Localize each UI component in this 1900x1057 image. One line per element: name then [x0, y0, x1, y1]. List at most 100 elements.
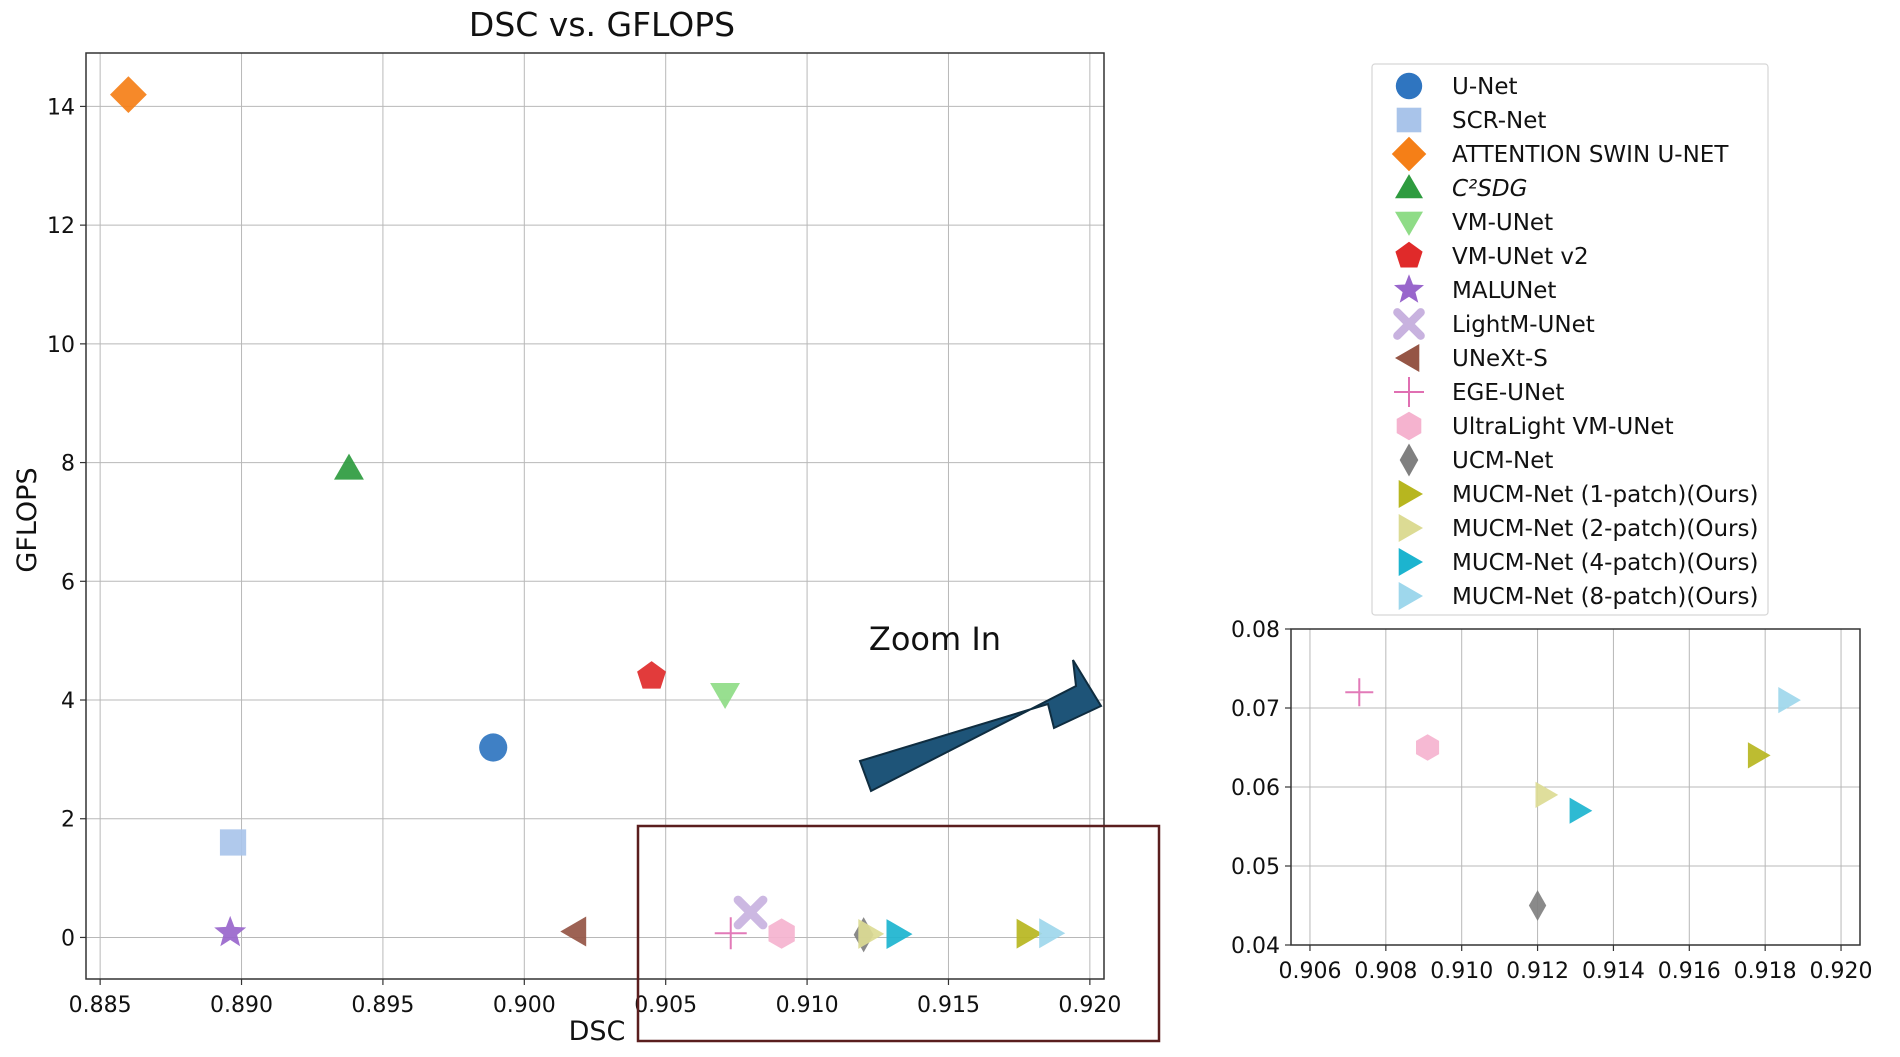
main-y-tick-label: 0: [61, 926, 75, 951]
zoom-x-tick-label: 0.914: [1582, 959, 1645, 984]
legend-item-u-net: U-Net: [1395, 72, 1518, 100]
legend-item-unext-s: UNeXt-S: [1395, 344, 1548, 372]
zoom-arrow: [858, 659, 1103, 793]
main-point-vm-unet: [710, 683, 740, 709]
main-x-tick-label: 0.890: [210, 993, 273, 1018]
legend-label: U-Net: [1452, 74, 1518, 100]
zoom-in-annotation: Zoom In: [869, 620, 1001, 658]
legend-label: EGE-UNet: [1452, 380, 1564, 406]
legend-label: MALUNet: [1452, 278, 1556, 304]
legend-label: C²SDG: [1452, 176, 1527, 202]
zoom-x-tick-label: 0.908: [1354, 959, 1417, 984]
zoom-point-ege-unet: [1345, 678, 1374, 707]
zoom-x-tick-label: 0.920: [1810, 959, 1873, 984]
main-point-scr-net: [219, 829, 247, 856]
legend-item-c-sdg: C²SDG: [1395, 174, 1527, 202]
legend-label: UCM-Net: [1452, 448, 1553, 474]
main-y-tick-label: 2: [61, 808, 75, 833]
main-x-axis-label: DSC: [569, 1016, 626, 1047]
main-data-points: [110, 76, 1066, 953]
zoom-gridlines: [1291, 628, 1860, 946]
main-point-ege-unet: [714, 917, 747, 950]
zoom-data-points: [1345, 678, 1801, 921]
main-point-attention-swin-u-net: [110, 76, 147, 113]
main-chart: DSC vs. GFLOPS 0.885 0.890 0.895 0.900 0.905…: [12, 5, 1121, 1047]
zoom-x-tick-label: 0.910: [1430, 959, 1493, 984]
main-y-tick-label: 6: [61, 570, 75, 595]
main-y-tick-label: 14: [47, 95, 75, 120]
legend-label: ATTENTION SWIN U-NET: [1452, 142, 1729, 168]
legend-label: MUCM-Net (4-patch)(Ours): [1452, 550, 1758, 576]
legend-marker-ege-unet: [1394, 377, 1424, 407]
main-y-tick-label: 12: [47, 214, 75, 239]
main-x-tick-label: 0.915: [917, 993, 980, 1018]
main-point-mucm-net-8-patch-ours: [1039, 918, 1066, 949]
main-x-tick-label: 0.895: [351, 993, 414, 1018]
main-point-u-net: [479, 733, 508, 762]
main-y-tick-label: 10: [47, 333, 75, 358]
zoom-point-mucm-net-1-patch-ours: [1747, 742, 1771, 769]
legend-label: MUCM-Net (1-patch)(Ours): [1452, 482, 1758, 508]
legend-marker-scr-net: [1396, 107, 1422, 133]
legend-item-attention-swin-u-net: ATTENTION SWIN U-NET: [1391, 136, 1729, 172]
legend-marker-vm-unet: [1395, 211, 1423, 236]
main-point-unext-s: [560, 916, 587, 947]
legend-item-mucm-net-1-patch-ours: MUCM-Net (1-patch)(Ours): [1398, 480, 1758, 508]
legend-label: VM-UNet v2: [1452, 244, 1589, 270]
main-plot-frame: [85, 52, 1105, 980]
legend-label: LightM-UNet: [1452, 312, 1595, 338]
zoom-y-tick-label: 0.07: [1231, 697, 1280, 722]
legend-item-mucm-net-4-patch-ours: MUCM-Net (4-patch)(Ours): [1398, 548, 1758, 576]
legend-marker-lightm-unet: [1393, 308, 1425, 340]
legend-item-mucm-net-8-patch-ours: MUCM-Net (8-patch)(Ours): [1398, 582, 1758, 610]
legend-marker-vm-unet-v2: [1395, 241, 1423, 268]
main-point-mucm-net-1-patch-ours: [1016, 918, 1043, 949]
zoom-y-tick-label: 0.04: [1231, 934, 1280, 959]
legend-label: UNeXt-S: [1452, 346, 1548, 372]
zoom-point-ucm-net: [1528, 890, 1547, 921]
legend-item-vm-unet-v2: VM-UNet v2: [1395, 241, 1589, 270]
main-y-axis-label: GFLOPS: [12, 467, 43, 572]
zoom-x-tick-label: 0.906: [1278, 959, 1341, 984]
main-point-lightm-unet: [733, 895, 768, 930]
legend-item-vm-unet: VM-UNet: [1395, 210, 1553, 236]
legend-item-ucm-net: UCM-Net: [1399, 443, 1553, 477]
legend-item-scr-net: SCR-Net: [1396, 107, 1546, 134]
main-point-c-sdg: [334, 453, 364, 480]
zoom-x-tick-label: 0.912: [1506, 959, 1569, 984]
zoom-point-ultralight-vm-unet: [1416, 734, 1440, 761]
main-point-ultralight-vm-unet: [768, 918, 795, 949]
main-y-tick-label: 8: [61, 452, 75, 477]
main-gridlines: [86, 53, 1104, 979]
main-point-mucm-net-4-patch-ours: [886, 919, 913, 949]
main-x-tick-label: 0.900: [493, 993, 556, 1018]
legend-label: UltraLight VM-UNet: [1452, 414, 1674, 440]
legend-marker-mucm-net-1-patch-ours: [1398, 480, 1423, 508]
legend-marker-u-net: [1395, 72, 1423, 100]
main-chart-title: DSC vs. GFLOPS: [469, 5, 735, 44]
main-x-tick-label: 0.920: [1058, 993, 1121, 1018]
legend-marker-ultralight-vm-unet: [1396, 411, 1422, 441]
legend-marker-mucm-net-2-patch-ours: [1398, 514, 1423, 542]
zoom-x-tick-labels: 0.906 0.908 0.910 0.912 0.914 0.916 0.918 0.920: [1278, 945, 1873, 984]
legend-label: MUCM-Net (2-patch)(Ours): [1452, 516, 1758, 542]
zoom-point-mucm-net-4-patch-ours: [1569, 797, 1593, 824]
main-point-mucm-net-2-patch-ours: [858, 919, 885, 949]
zoom-x-tick-label: 0.918: [1734, 959, 1797, 984]
legend-marker-c-sdg: [1395, 174, 1423, 199]
legend-marker-malunet: [1394, 274, 1424, 303]
legend-marker-mucm-net-4-patch-ours: [1398, 548, 1423, 576]
main-point-vm-unet-v2: [637, 661, 666, 689]
zoom-region-box: [636, 824, 1161, 1043]
zoom-y-tick-label: 0.05: [1231, 855, 1280, 880]
zoom-point-mucm-net-2-patch-ours: [1535, 781, 1559, 808]
zoom-chart: 0.906 0.908 0.910 0.912 0.914 0.916 0.918 0.920…: [1231, 618, 1873, 984]
zoom-x-tick-label: 0.916: [1658, 959, 1721, 984]
legend-marker-attention-swin-u-net: [1391, 136, 1427, 172]
legend-frame: [1371, 63, 1769, 616]
zoom-y-tick-label: 0.08: [1231, 618, 1280, 643]
legend-label: VM-UNet: [1452, 210, 1553, 236]
legend-item-ege-unet: EGE-UNet: [1394, 377, 1564, 407]
legend-item-mucm-net-2-patch-ours: MUCM-Net (2-patch)(Ours): [1398, 514, 1758, 542]
